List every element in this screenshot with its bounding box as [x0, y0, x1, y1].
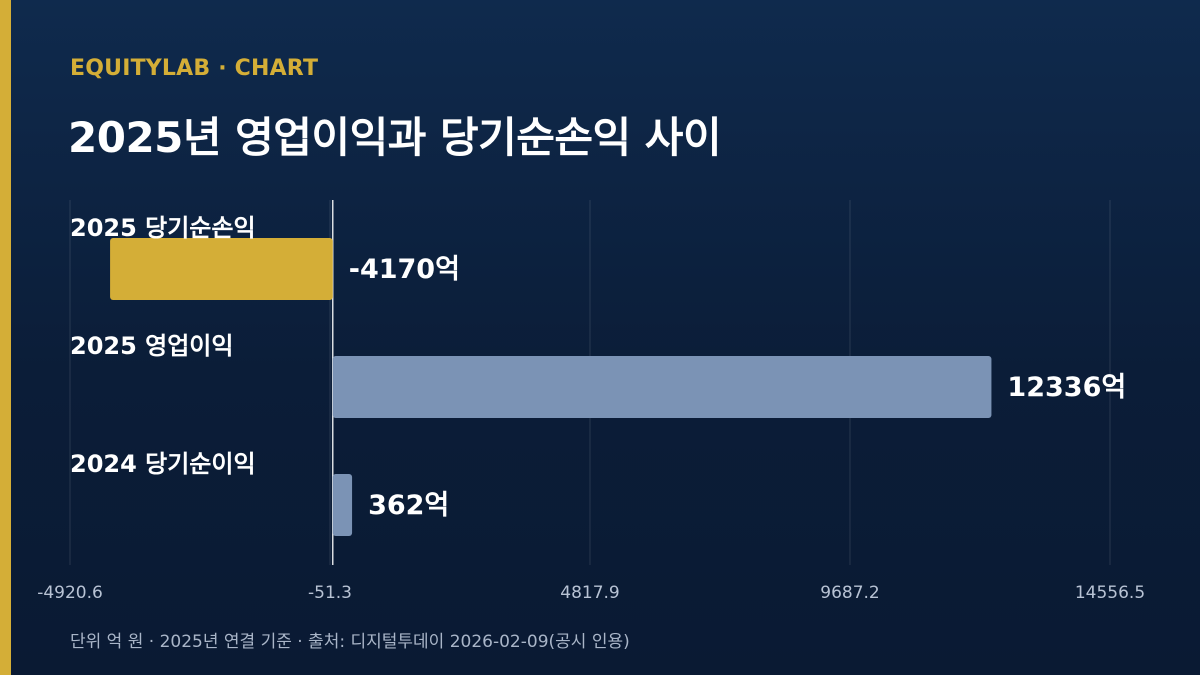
bar-2 [332, 474, 353, 536]
category-label: 2024 당기순이익 [70, 450, 256, 478]
x-axis-ticks: -4920.6 -51.3 4817.9 9687.2 14556.5 [37, 583, 1145, 603]
value-label: -4170억 [349, 254, 460, 285]
bar-0 [110, 238, 333, 300]
value-label: 362억 [368, 490, 449, 521]
value-label: 12336억 [1007, 372, 1126, 403]
x-tick-label: 14556.5 [1075, 583, 1145, 603]
category-label: 2025 당기순손익 [70, 214, 256, 242]
accent-stripe [0, 0, 11, 675]
category-label: 2025 영업이익 [70, 332, 233, 360]
bar-1 [332, 356, 992, 418]
source-footnote: 단위 억 원 · 2025년 연결 기준 · 출처: 디지털투데이 2026-0… [70, 632, 630, 652]
labels: 2025 당기순손익 -4170억 2025 영업이익 12336억 2024 당기순이… [70, 214, 1126, 521]
bars [110, 238, 992, 536]
x-tick-label: 4817.9 [560, 583, 619, 603]
x-tick-label: -51.3 [308, 583, 352, 603]
chart-title: 2025년 영업이익과 당기순손익 사이 [68, 113, 722, 162]
brand-kicker: EQUITYLAB · CHART [70, 56, 319, 81]
x-tick-label: -4920.6 [37, 583, 103, 603]
x-tick-label: 9687.2 [820, 583, 879, 603]
